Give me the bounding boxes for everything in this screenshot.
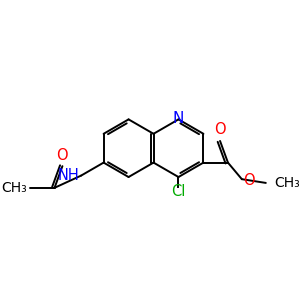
Text: NH: NH [58,168,79,183]
Text: O: O [214,122,226,137]
Text: O: O [57,148,68,163]
Text: CH₃: CH₃ [2,181,27,195]
Text: O: O [244,172,255,188]
Text: CH₃: CH₃ [274,176,300,190]
Text: N: N [173,111,184,126]
Text: Cl: Cl [171,184,186,199]
